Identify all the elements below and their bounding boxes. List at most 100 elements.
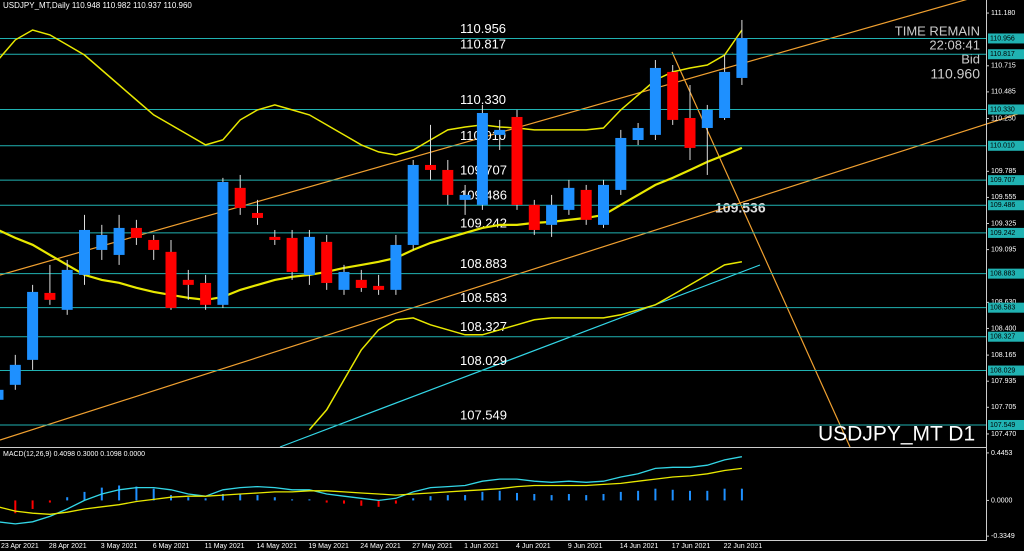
- level-label: 108.583: [460, 290, 507, 305]
- y-tick-label: 109.095: [991, 246, 1016, 253]
- macd-bar: [83, 491, 86, 501]
- candle-body: [390, 244, 402, 290]
- macd-bar: [308, 499, 311, 501]
- level-box: [988, 140, 1024, 151]
- candle-body: [476, 112, 488, 205]
- macd-bar: [446, 495, 449, 501]
- macd-label: MACD(12,26,9) 0.4098 0.3000 0.1098 0.000…: [3, 451, 145, 458]
- macd-bar: [740, 488, 743, 501]
- macd-bar: [585, 495, 588, 501]
- x-tick-label: 17 Jun 2021: [672, 543, 711, 550]
- candle-body: [200, 282, 212, 305]
- candle-body: [511, 116, 523, 205]
- macd-bar: [325, 500, 328, 503]
- candle-body: [0, 389, 4, 400]
- level-box: [988, 302, 1024, 313]
- macd-bar: [498, 490, 501, 501]
- overlay-line: [308, 261, 743, 431]
- level-box-label: 110.817: [990, 51, 1015, 58]
- level-box-label: 107.549: [990, 422, 1015, 429]
- level-box-label: 108.327: [990, 334, 1015, 341]
- chart-title: USDJPY_MT,Daily 110.948 110.982 110.937 …: [3, 1, 192, 10]
- macd-bar: [464, 495, 467, 501]
- y-tick-label: 110.250: [991, 115, 1016, 122]
- candle-body: [96, 234, 108, 250]
- level-label: 110.330: [460, 92, 506, 107]
- level-box-label: 109.707: [990, 177, 1015, 184]
- level-box: [988, 104, 1024, 115]
- level-box: [988, 200, 1024, 211]
- level-box-label: 109.242: [990, 230, 1015, 237]
- candle-body: [598, 184, 609, 225]
- level-box-label: 108.883: [990, 270, 1015, 277]
- macd-bar: [533, 494, 536, 501]
- candle-body: [130, 227, 142, 238]
- macd-line: [0, 467, 742, 515]
- candle-body: [252, 212, 263, 218]
- candle-body: [580, 189, 592, 220]
- x-tick-label: 9 Jun 2021: [568, 543, 603, 550]
- macd-bar: [66, 497, 69, 501]
- info-text: TIME REMAIN: [895, 23, 980, 38]
- candle-body: [269, 236, 281, 240]
- macd-bar: [291, 499, 294, 501]
- x-tick-label: 6 May 2021: [153, 543, 190, 550]
- level-box: [988, 365, 1024, 376]
- y-tick-label: 111.180: [991, 10, 1015, 17]
- trend-line: [671, 51, 851, 448]
- candle-body: [719, 71, 731, 118]
- candle-body: [234, 187, 246, 208]
- level-box: [988, 419, 1024, 430]
- candle-body: [9, 364, 21, 385]
- info-text: 22:08:41: [929, 37, 980, 52]
- candle-body: [684, 117, 696, 148]
- candle-body: [217, 181, 229, 305]
- x-tick-label: 14 Jun 2021: [620, 543, 659, 550]
- macd-bar: [412, 498, 415, 501]
- macd-bar: [723, 488, 726, 501]
- candle-body: [459, 194, 471, 200]
- level-label: 108.029: [460, 353, 507, 368]
- candle-body: [528, 204, 540, 230]
- macd-bar: [187, 497, 190, 501]
- y-tick-label: 109.785: [991, 168, 1016, 175]
- macd-bar: [256, 495, 259, 501]
- macd-bar: [377, 500, 380, 507]
- macd-bar: [394, 500, 397, 504]
- overlay-line: [0, 29, 743, 156]
- macd-bar: [360, 500, 363, 506]
- macd-bar: [550, 495, 553, 501]
- macd-tick-label: 0.0000: [991, 497, 1013, 504]
- x-tick-label: 27 May 2021: [412, 543, 453, 550]
- candle-body: [113, 227, 125, 255]
- y-tick-label: 108.400: [991, 325, 1016, 332]
- level-box: [988, 175, 1024, 186]
- x-tick-label: 23 Apr 2021: [1, 543, 39, 550]
- macd-bar: [152, 488, 155, 501]
- candle-body: [286, 237, 298, 272]
- macd-tick-label: 0.4453: [991, 450, 1013, 457]
- candle-body: [338, 271, 350, 290]
- trend-line: [0, 111, 1024, 441]
- annotation: 109.536: [715, 200, 766, 216]
- macd-bar: [602, 494, 605, 501]
- level-label: 107.549: [460, 407, 507, 422]
- x-tick-label: 14 May 2021: [257, 543, 298, 550]
- candle-body: [632, 127, 644, 140]
- macd-bar: [481, 491, 484, 501]
- candle-body: [148, 239, 160, 250]
- x-tick-label: 1 Jun 2021: [464, 543, 499, 550]
- x-tick-label: 4 Jun 2021: [516, 543, 551, 550]
- candle-body: [425, 164, 436, 170]
- candle-body: [373, 285, 385, 290]
- macd-bar: [204, 498, 207, 501]
- macd-bar: [706, 490, 709, 501]
- x-tick-label: 19 May 2021: [308, 543, 349, 550]
- candle-body: [303, 236, 315, 275]
- x-tick-label: 11 May 2021: [205, 543, 245, 550]
- candle-body: [61, 269, 73, 310]
- macd-bar: [637, 490, 640, 501]
- x-tick-label: 28 Apr 2021: [49, 543, 87, 550]
- candle-body: [44, 292, 56, 300]
